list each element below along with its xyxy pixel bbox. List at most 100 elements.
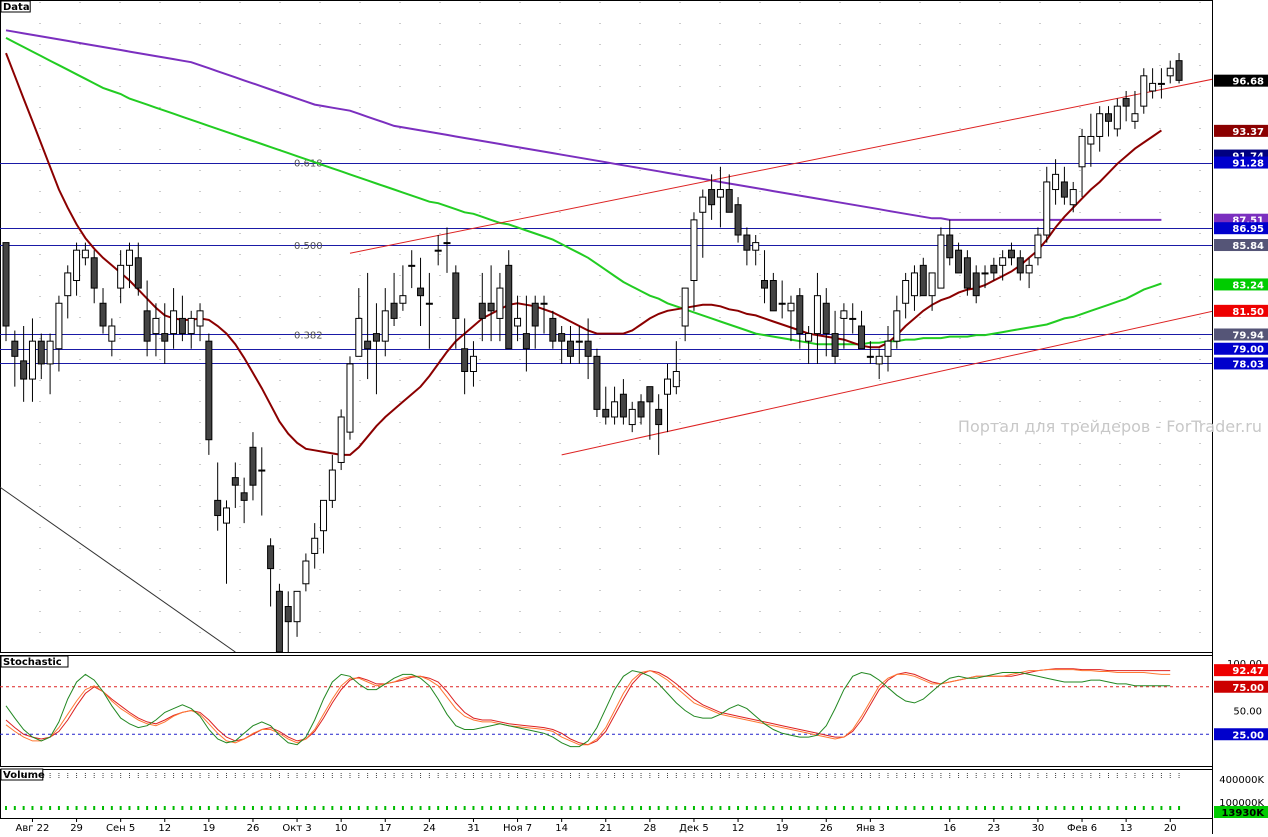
x-tick-label: 19 (776, 823, 789, 834)
price-tag-bg (1214, 328, 1268, 341)
stoch-line (5, 669, 1171, 746)
candle-body (161, 333, 169, 342)
price-tag-label: 78.03 (1232, 359, 1264, 370)
candle-body (849, 317, 857, 320)
candle-body (919, 264, 927, 297)
candle-body (514, 317, 522, 327)
candle-body (558, 333, 566, 342)
candle-body (311, 537, 319, 554)
candle-body (81, 249, 89, 259)
fib-label: 0.500 (294, 241, 323, 252)
candle-body (875, 355, 883, 365)
candle-body (628, 408, 636, 426)
watermark-text: Портал для трейдеров - ForTrader.ru (958, 417, 1262, 436)
candle-body (90, 257, 98, 289)
candle-body (328, 469, 336, 501)
candle-body (469, 355, 477, 372)
candle-body (690, 219, 698, 282)
panel-title-box (0, 655, 69, 668)
candle-body (99, 302, 107, 327)
price-tag-bg (1214, 278, 1268, 291)
candle-body (478, 302, 486, 319)
candle-body (1069, 189, 1077, 206)
trendline (0, 486, 236, 652)
candle-body (143, 310, 151, 342)
candle-body (716, 189, 724, 198)
candle-body (955, 249, 963, 274)
candle-body (214, 499, 222, 517)
price-tag-label: 85.84 (1232, 241, 1264, 252)
price-tag-label: 81.50 (1232, 307, 1264, 318)
fib-label: 0.618 (294, 159, 323, 170)
candle-body (531, 302, 539, 327)
x-tick-label: Янв 3 (856, 823, 885, 834)
candle-body (1140, 75, 1148, 107)
candle-body (646, 386, 654, 403)
stoch-tag-label: 92.47 (1232, 666, 1264, 677)
candle-body (549, 317, 557, 342)
candle-body (178, 317, 186, 335)
candle-body (205, 340, 213, 441)
candle-body (320, 499, 328, 532)
x-tick-label: 17 (379, 823, 392, 834)
candle-body (28, 340, 36, 380)
x-tick-label: Дек 5 (679, 823, 709, 834)
x-tick-label: 10 (335, 823, 348, 834)
candle-body (55, 302, 63, 350)
price-tag-label: 79.00 (1232, 345, 1264, 356)
candle-body (417, 287, 425, 297)
candle-body (1096, 113, 1104, 137)
price-tag-bg (1214, 222, 1268, 235)
candle-body (893, 310, 901, 342)
candle-body (664, 378, 671, 395)
candle-body (796, 295, 804, 335)
volume-tag-label: 13930K (1221, 808, 1265, 819)
sma-green-line (5, 37, 1162, 346)
x-tick-label: 12 (732, 823, 745, 834)
candle-body (540, 302, 548, 305)
candle-body (1166, 67, 1174, 77)
stoch-tag-bg (1214, 680, 1268, 693)
candle-body (1105, 113, 1112, 122)
x-tick-label: 21 (599, 823, 612, 834)
candle-body (487, 302, 495, 312)
candle-body (293, 590, 301, 623)
sma-purple-line (5, 29, 1162, 221)
panel-title-box (0, 0, 31, 13)
candle-body (708, 189, 716, 206)
candle-body (937, 234, 945, 289)
candle-body (425, 302, 433, 305)
x-tick-label: Ноя 7 (503, 823, 532, 834)
candle-body (275, 590, 283, 652)
candle-body (1113, 105, 1121, 130)
candle-body (187, 317, 195, 335)
x-tick-label: 12 (158, 823, 171, 834)
candle-body (990, 264, 998, 274)
candle-body (1149, 82, 1157, 92)
candle-body (390, 302, 398, 319)
candle-body (752, 242, 760, 251)
candle-body (1052, 173, 1060, 191)
candle-body (346, 363, 354, 433)
candle-body (2, 242, 10, 327)
candle-body (125, 249, 133, 266)
candle-body (1025, 264, 1033, 274)
y-tick-label: 100000K (1219, 798, 1264, 809)
stochastic-panel: 100.0050.00 (0, 659, 1262, 748)
candle-body (999, 257, 1007, 266)
candle-body (108, 325, 116, 342)
stoch-tag-bg (1214, 728, 1268, 741)
candle-body (981, 272, 989, 275)
price-tags: 96.6893.3791.7491.2887.5186.9585.8483.24… (1214, 74, 1268, 819)
candle-body (364, 340, 372, 350)
fib-label: 0.382 (294, 330, 323, 341)
price-tag-bg (1214, 357, 1268, 370)
candle-body (302, 560, 310, 585)
candle-body (725, 189, 733, 213)
candle-body (778, 302, 786, 305)
candle-body (602, 408, 610, 418)
panel-title: Data (3, 2, 30, 13)
candle-body (761, 280, 769, 289)
candle-body (963, 257, 971, 289)
stoch-tag-bg (1214, 664, 1268, 677)
